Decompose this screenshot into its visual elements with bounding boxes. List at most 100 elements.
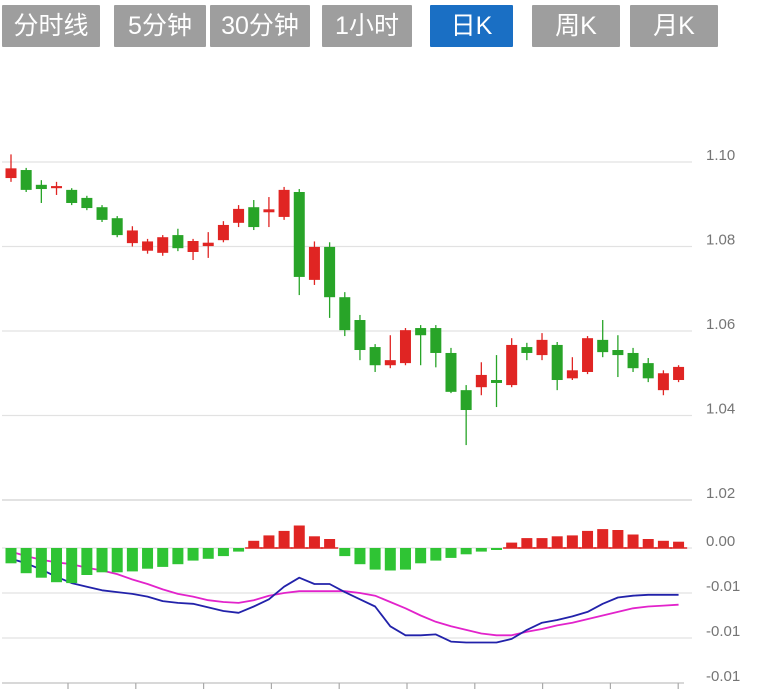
candle-body: [308, 246, 320, 280]
candle-body: [81, 197, 93, 209]
macd-bar: [369, 548, 381, 570]
tab-timeline[interactable]: 分时线: [2, 5, 100, 47]
macd-bar: [521, 538, 533, 548]
macd-dif-line: [10, 557, 679, 644]
macd-bar: [233, 548, 245, 552]
tab-day-k[interactable]: 日K: [430, 5, 513, 47]
macd-bar: [384, 548, 396, 571]
macd-bar: [35, 548, 47, 578]
candle-body: [5, 168, 17, 179]
candle-body: [157, 237, 169, 253]
macd-bar: [172, 548, 184, 565]
candle-body: [324, 246, 336, 298]
macd-axis-label: 0.00: [706, 533, 735, 550]
price-axis-label: 1.04: [706, 401, 735, 418]
candle-body: [354, 320, 366, 351]
macd-bar: [536, 538, 548, 548]
macd-bar: [475, 548, 487, 552]
candle-body: [566, 370, 578, 379]
candle-body: [35, 184, 47, 190]
macd-bar: [627, 534, 639, 548]
macd-bar: [354, 548, 366, 565]
candle-body: [415, 328, 427, 336]
candle-body: [293, 191, 305, 277]
candle-body: [612, 350, 624, 356]
macd-histogram-layer: [5, 525, 685, 584]
macd-bar: [66, 548, 78, 584]
candle-body: [278, 189, 290, 217]
candle-body: [248, 207, 260, 228]
macd-bar: [612, 530, 624, 548]
price-axis-label: 1.02: [706, 485, 735, 502]
candles-layer: [5, 154, 685, 446]
macd-bar: [96, 548, 108, 573]
macd-bar: [582, 530, 594, 548]
macd-bar: [566, 535, 578, 548]
candle-body: [369, 347, 381, 366]
candle-body: [142, 241, 154, 251]
macd-bar: [142, 548, 154, 569]
macd-bar: [51, 548, 63, 583]
macd-axis-labels: 0.00 -0.01 -0.01 -0.01: [706, 533, 740, 685]
macd-bar: [248, 540, 260, 548]
candle-body: [339, 297, 351, 331]
macd-bar: [308, 536, 320, 548]
candle-body: [430, 328, 442, 353]
macd-bar: [111, 548, 123, 573]
macd-bar: [506, 542, 518, 548]
tab-5min[interactable]: 5分钟: [114, 5, 206, 47]
macd-bar: [81, 548, 93, 575]
candle-body: [445, 352, 457, 392]
price-axis-label: 1.08: [706, 232, 735, 249]
macd-axis-label: -0.01: [706, 623, 740, 640]
macd-bar: [293, 525, 305, 548]
candle-body: [111, 218, 123, 236]
candle-body: [673, 366, 685, 381]
candle-body: [506, 344, 518, 386]
tab-month-k[interactable]: 月K: [630, 5, 718, 47]
candle-body: [627, 352, 639, 369]
candle-body: [536, 339, 548, 356]
candle-body: [551, 344, 563, 381]
candle-body: [126, 230, 138, 244]
candle-body: [521, 347, 533, 353]
candle-body: [491, 380, 503, 383]
candle-body: [582, 338, 594, 372]
macd-bar: [445, 548, 457, 558]
candle-body: [263, 209, 275, 213]
candle-body: [66, 189, 78, 203]
period-tabbar: 分时线 5分钟 30分钟 1小时 日K 周K 月K: [0, 0, 757, 52]
candle-body: [172, 235, 184, 249]
macd-bar: [202, 548, 214, 559]
candle-body: [399, 330, 411, 364]
macd-bar: [20, 548, 32, 574]
candle-body: [202, 242, 214, 247]
price-axis-label: 1.06: [706, 316, 735, 333]
macd-bar: [217, 548, 229, 557]
candle-body: [217, 224, 229, 241]
tab-week-k[interactable]: 周K: [532, 5, 620, 47]
candle-body: [187, 241, 199, 252]
macd-bar: [430, 548, 442, 561]
macd-bar: [597, 529, 609, 548]
macd-bar: [324, 539, 336, 548]
macd-bar: [673, 541, 685, 548]
macd-bar: [551, 536, 563, 548]
macd-bar: [491, 548, 503, 550]
macd-bar: [460, 548, 472, 555]
candle-body: [460, 390, 472, 411]
macd-bar: [399, 548, 411, 570]
tab-1hour[interactable]: 1小时: [322, 5, 412, 47]
macd-bar: [657, 540, 669, 548]
candle-body: [657, 373, 669, 391]
macd-bar: [126, 548, 138, 572]
macd-bar: [263, 535, 275, 548]
candle-body: [642, 363, 654, 379]
macd-bar: [415, 548, 427, 564]
macd-axis-label: -0.01: [706, 578, 740, 595]
tab-30min[interactable]: 30分钟: [210, 5, 310, 47]
macd-bar: [157, 548, 169, 567]
macd-bar: [339, 548, 351, 557]
price-axis-labels: 1.10 1.08 1.06 1.04 1.02: [706, 147, 735, 502]
